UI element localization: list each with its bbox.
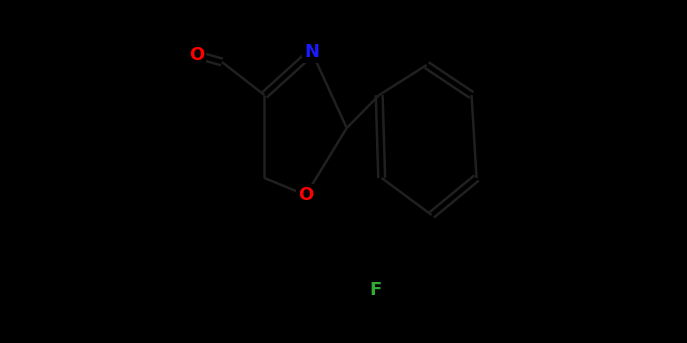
Text: O: O — [190, 46, 205, 64]
Text: O: O — [298, 186, 313, 204]
Text: F: F — [370, 281, 382, 299]
Text: N: N — [304, 43, 319, 61]
